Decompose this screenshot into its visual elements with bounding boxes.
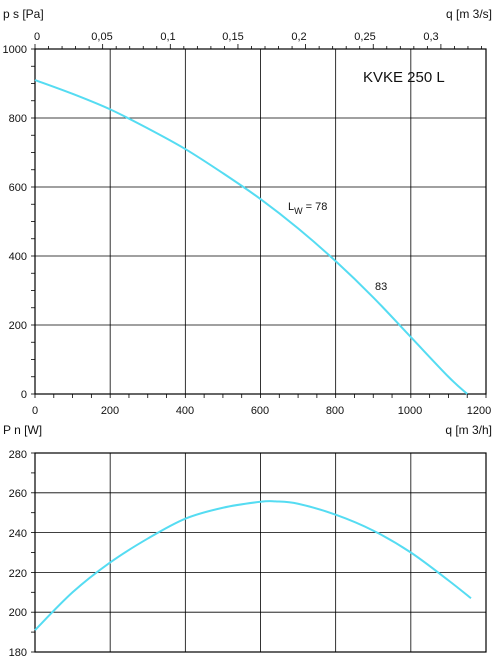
x-tick-label: 400: [176, 405, 194, 417]
top-x-top-axis-label: q [m 3/s]: [446, 7, 492, 21]
x-top-tick-label: 0,1: [160, 31, 175, 43]
top-y-tick-label: 800: [9, 113, 27, 125]
bottom-grid: [35, 453, 486, 652]
chart-title: KVKE 250 L: [363, 69, 445, 86]
x-top-tick-label: 0,25: [354, 31, 375, 43]
top-tick-marks: [31, 44, 487, 398]
curve-annotation-lw: LW = 78: [288, 201, 327, 216]
annotation-lw-main: L: [288, 201, 294, 213]
annotation-lw-rest: = 78: [303, 201, 328, 213]
top-y-tick-label: 0: [21, 389, 27, 401]
top-y-tick-label: 1000: [3, 44, 27, 56]
power-curve: [34, 500, 472, 631]
x-top-tick-label: 0,15: [222, 31, 243, 43]
x-tick-label: 0: [32, 405, 38, 417]
x-top-tick-label: 0,2: [291, 31, 306, 43]
bottom-y-tick-label: 220: [9, 568, 27, 580]
x-tick-label: 800: [326, 405, 344, 417]
top-y-tick-label: 200: [9, 320, 27, 332]
x-top-tick-label: 0,3: [423, 31, 438, 43]
top-y-tick-label: 600: [9, 182, 27, 194]
x-top-tick-label: 0,05: [91, 31, 112, 43]
x-tick-label: 1200: [467, 405, 491, 417]
bottom-y-tick-label: 260: [9, 488, 27, 500]
bottom-chart: 180 200 220 240 260 280 P n [W]: [3, 423, 487, 659]
top-y-tick-label: 400: [9, 251, 27, 263]
pressure-curve: [34, 79, 468, 395]
x-tick-label: 600: [251, 405, 269, 417]
bottom-tick-marks: [31, 452, 35, 653]
curve-annotation-83: 83: [375, 281, 387, 293]
bottom-y-axis-label: P n [W]: [3, 423, 42, 437]
top-y-axis-label: p s [Pa]: [3, 7, 44, 21]
bottom-y-tick-label: 240: [9, 528, 27, 540]
x-tick-label: 200: [101, 405, 119, 417]
bottom-y-tick-label: 200: [9, 607, 27, 619]
x-axis-label: q [m 3/h]: [445, 423, 492, 437]
bottom-y-tick-label: 280: [9, 449, 27, 461]
x-tick-label: 1000: [398, 405, 422, 417]
top-chart: 0 200 400 600 800 1000 0 200 400 600 800…: [3, 7, 492, 417]
x-top-tick-label: 0: [34, 31, 40, 43]
bottom-y-tick-label: 180: [9, 647, 27, 659]
top-grid: [35, 49, 486, 394]
annotation-lw-sub: W: [294, 206, 303, 216]
